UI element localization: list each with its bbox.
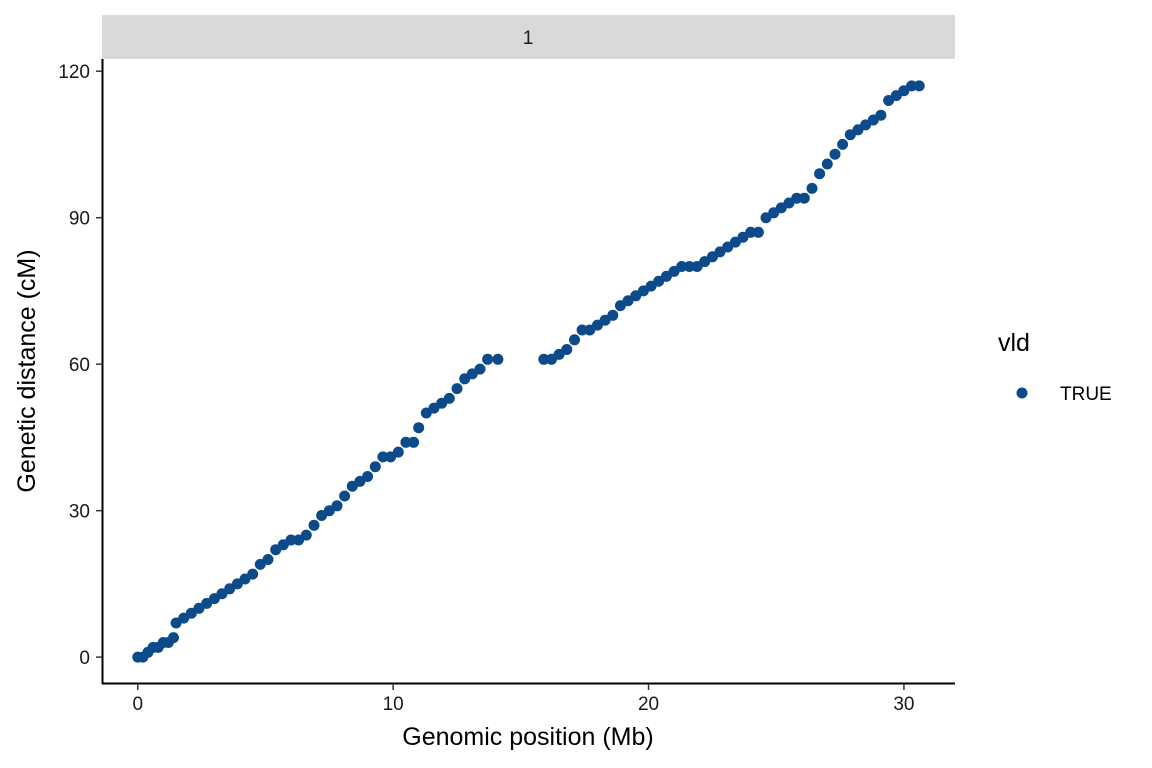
legend-label: TRUE xyxy=(1060,384,1112,405)
data-point xyxy=(413,422,425,434)
legend-key-point xyxy=(1016,387,1028,399)
y-tick-label: 30 xyxy=(69,502,90,523)
y-tick-label: 60 xyxy=(69,355,90,376)
data-point xyxy=(576,324,588,336)
data-point xyxy=(408,436,420,448)
y-tick-label: 120 xyxy=(58,62,90,83)
x-tick-label: 0 xyxy=(132,694,143,715)
data-point xyxy=(913,80,925,92)
data-point xyxy=(676,261,688,272)
data-point xyxy=(369,461,381,473)
x-tick-label: 30 xyxy=(893,694,914,715)
data-point xyxy=(443,392,455,404)
data-point xyxy=(814,168,826,180)
data-point xyxy=(875,109,887,121)
data-point xyxy=(168,632,179,644)
data-point xyxy=(285,534,297,546)
axis-ticks: 0 10 20 30 0 30 60 90 120 xyxy=(58,62,914,715)
data-point xyxy=(906,80,918,92)
data-point xyxy=(482,353,494,365)
data-point xyxy=(683,261,695,272)
data-point xyxy=(308,519,320,531)
data-point xyxy=(791,192,803,204)
data-point xyxy=(607,309,619,321)
data-point xyxy=(821,158,833,170)
data-point xyxy=(474,363,486,375)
data-point xyxy=(377,451,389,463)
x-tick-label: 20 xyxy=(638,694,659,715)
data-point xyxy=(392,446,404,458)
data-point xyxy=(798,192,810,204)
data-point xyxy=(538,353,550,365)
y-axis-title: Genetic distance (cM) xyxy=(13,249,41,492)
facet-label: 1 xyxy=(523,28,534,49)
data-point xyxy=(492,353,504,365)
data-point xyxy=(262,554,274,565)
data-point xyxy=(829,148,841,160)
data-point xyxy=(247,568,259,580)
y-tick-label: 90 xyxy=(69,209,90,230)
data-point xyxy=(569,334,580,346)
data-point xyxy=(331,500,343,512)
y-tick-label: 0 xyxy=(79,648,90,669)
data-point xyxy=(837,138,849,150)
data-point xyxy=(300,529,312,541)
data-point xyxy=(806,182,818,194)
data-point xyxy=(561,344,573,355)
x-tick-label: 10 xyxy=(383,694,404,715)
data-points xyxy=(132,80,925,663)
data-point xyxy=(745,226,757,238)
data-point xyxy=(451,383,463,395)
data-point xyxy=(400,436,412,448)
x-axis-title: Genomic position (Mb) xyxy=(402,723,653,751)
legend-title: vld xyxy=(998,329,1030,357)
data-point xyxy=(339,490,351,502)
data-point xyxy=(752,226,764,238)
legend: vld TRUE xyxy=(998,329,1112,405)
data-point xyxy=(362,471,374,482)
facet-strip xyxy=(102,15,955,59)
